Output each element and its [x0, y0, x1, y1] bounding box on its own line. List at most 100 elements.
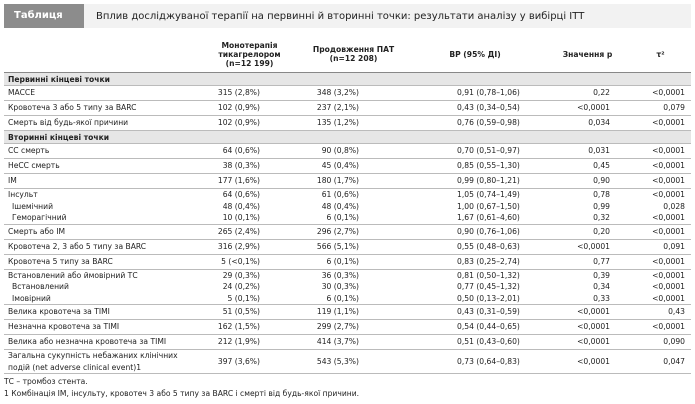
data-row: Кровотеча 3 або 5 типу за BARC 102 (0,9%)… [4, 100, 691, 116]
cell-text: Ішемічний [12, 201, 54, 211]
cell-text: 566 (5,1%) [316, 241, 359, 251]
section-title: Вторинні кінцеві точки [4, 130, 691, 144]
header-cell: τ² [630, 36, 691, 73]
cell-text: 0,90 (0,76–1,06) [457, 226, 520, 236]
cell-text: 0,81 (0,50–1,32) [457, 270, 520, 280]
cell: НеСС смерть [4, 158, 197, 174]
cell-text: 0,047 [663, 356, 685, 366]
data-row: MACCE 315 (2,8%) 348 (3,2%) 0,91 (0,78–1,06… [4, 85, 691, 101]
cell: <0,0001 [545, 304, 630, 320]
cell: <0,0001 [630, 254, 691, 270]
cell-text: 48 (0,4%) [222, 201, 260, 211]
cell: 0,22 [545, 85, 630, 101]
cell-text: 0,77 [593, 256, 610, 266]
cell: Загальна сукупність небажаних клінічних п… [4, 349, 197, 374]
cell: Кровотеча 5 типу за BARC [4, 254, 197, 270]
cell-text: 0,50 (0,13–2,01) [457, 293, 520, 303]
cell-text: 0,85 (0,55–1,30) [457, 161, 520, 171]
cell-text: Імовірний [12, 293, 51, 303]
cell: Інсульт Ішемічний Геморагічний [4, 188, 197, 225]
cell-text: 90 (0,8%) [321, 146, 359, 156]
cell-text: 0,55 (0,48–0,63) [457, 241, 520, 251]
cell: Велика кровотеча за TIMI [4, 304, 197, 320]
cell-text: 119 (1,1%) [316, 307, 359, 317]
cell-text: 177 (1,6%) [217, 176, 260, 186]
cell-text: <0,0001 [577, 241, 610, 251]
cell-text: 10 (0,1%) [222, 213, 260, 222]
cell: 543 (5,3%) [302, 349, 405, 374]
cell-text: 0,78 [593, 190, 610, 199]
cell: 299 (2,7%) [302, 319, 405, 335]
cell-text: 6 (0,1%) [326, 293, 359, 303]
header-cell: ВР (95% ДІ) [405, 36, 545, 73]
data-row: Кровотеча 5 типу за BARC 5 (<0,1%) 6 (0,1%… [4, 254, 691, 270]
cell-text: 0,83 (0,25–2,74) [457, 256, 520, 266]
cell: <0,0001 [545, 319, 630, 335]
cell-text: 0,33 [593, 293, 610, 303]
cell-text: 212 (1,9%) [217, 337, 260, 347]
cell-text: 0,45 [593, 161, 610, 171]
cell-text: 0,51 (0,43–0,60) [457, 337, 520, 347]
cell: 0,20 [545, 224, 630, 240]
header-text: Монотерапія [221, 40, 278, 50]
cell-text: 0,091 [663, 241, 685, 251]
cell-text: <0,0001 [652, 176, 685, 186]
cell-text: НеСС смерть [8, 161, 60, 171]
cell-text: 237 (2,1%) [316, 103, 359, 113]
cell: 29 (0,3%) 24 (0,2%) 5 (0,1%) [197, 269, 302, 305]
header-row: Монотерапія тикагрелором (n=12 199) Продовж… [4, 36, 691, 73]
cell-text: <0,0001 [652, 88, 685, 98]
data-row: Загальна сукупність небажаних клінічних п… [4, 349, 691, 374]
cell: 0,079 [630, 100, 691, 116]
cell-text: 299 (2,7%) [316, 322, 359, 332]
data-row: ІМ 177 (1,6%) 180 (1,7%) 0,99 (0,80–1,21) 0,… [4, 173, 691, 189]
cell-text: 29 (0,3%) [222, 270, 260, 280]
cell-text: <0,0001 [652, 226, 685, 236]
cell-text: 0,99 (0,80–1,21) [457, 176, 520, 186]
cell-text: 24 (0,2%) [222, 282, 260, 291]
cell: 6 (0,1%) [302, 254, 405, 270]
header-cell [4, 36, 197, 73]
cell-text: 0,028 [663, 201, 685, 211]
header-text: (n=12 208) [329, 54, 378, 63]
cell: 0,99 (0,80–1,21) [405, 173, 545, 189]
cell-text: 102 (0,9%) [217, 118, 260, 128]
cell: 315 (2,8%) [197, 85, 302, 101]
cell: Кровотеча 2, 3 або 5 типу за BARC [4, 239, 197, 255]
cell-text: MACCE [8, 88, 36, 98]
cell: 102 (0,9%) [197, 115, 302, 131]
cell-text: 0,031 [588, 146, 610, 156]
cell-text: <0,0001 [652, 256, 685, 266]
cell: 0,39 0,34 0,33 [545, 269, 630, 305]
cell: Встановлений або ймовірний ТС Встановлени… [4, 269, 197, 305]
cell-text: 0,090 [663, 337, 685, 347]
cell-text: 0,43 [668, 307, 685, 317]
cell-text: 0,34 [593, 282, 610, 291]
section-row: Первинні кінцеві точки [4, 72, 691, 86]
cell: 64 (0,6%) 48 (0,4%) 10 (0,1%) [197, 188, 302, 225]
cell: Смерть від будь-якої причини [4, 115, 197, 131]
cell-text: 397 (3,6%) [217, 356, 260, 366]
cell-text: Велика кровотеча за TIMI [8, 307, 110, 317]
cell: 0,034 [545, 115, 630, 131]
cell-text: <0,0001 [652, 322, 685, 332]
cell: 0,91 (0,78–1,06) [405, 85, 545, 101]
cell: 0,43 (0,34–0,54) [405, 100, 545, 116]
cell-text: <0,0001 [652, 213, 685, 222]
cell: 0,81 (0,50–1,32) 0,77 (0,45–1,32) 0,50 (0,… [405, 269, 545, 305]
cell-text: Кровотеча 5 типу за BARC [8, 256, 113, 266]
data-row: Смерть від будь-якої причини 102 (0,9%) 13… [4, 115, 691, 131]
cell: 64 (0,6%) [197, 143, 302, 159]
cell-text: <0,0001 [652, 118, 685, 128]
cell-text: Геморагічний [12, 213, 67, 222]
cell-text: 0,079 [663, 103, 685, 113]
header-cell: Значення р [545, 36, 630, 73]
data-row: Велика або незначна кровотеча за TIMI 212… [4, 334, 691, 350]
cell-text: 162 (1,5%) [217, 322, 260, 332]
cell-text: 414 (3,7%) [316, 337, 359, 347]
cell: 0,85 (0,55–1,30) [405, 158, 545, 174]
cell-text: <0,0001 [652, 293, 685, 303]
cell-text: 0,99 [593, 201, 610, 211]
cell: 0,55 (0,48–0,63) [405, 239, 545, 255]
